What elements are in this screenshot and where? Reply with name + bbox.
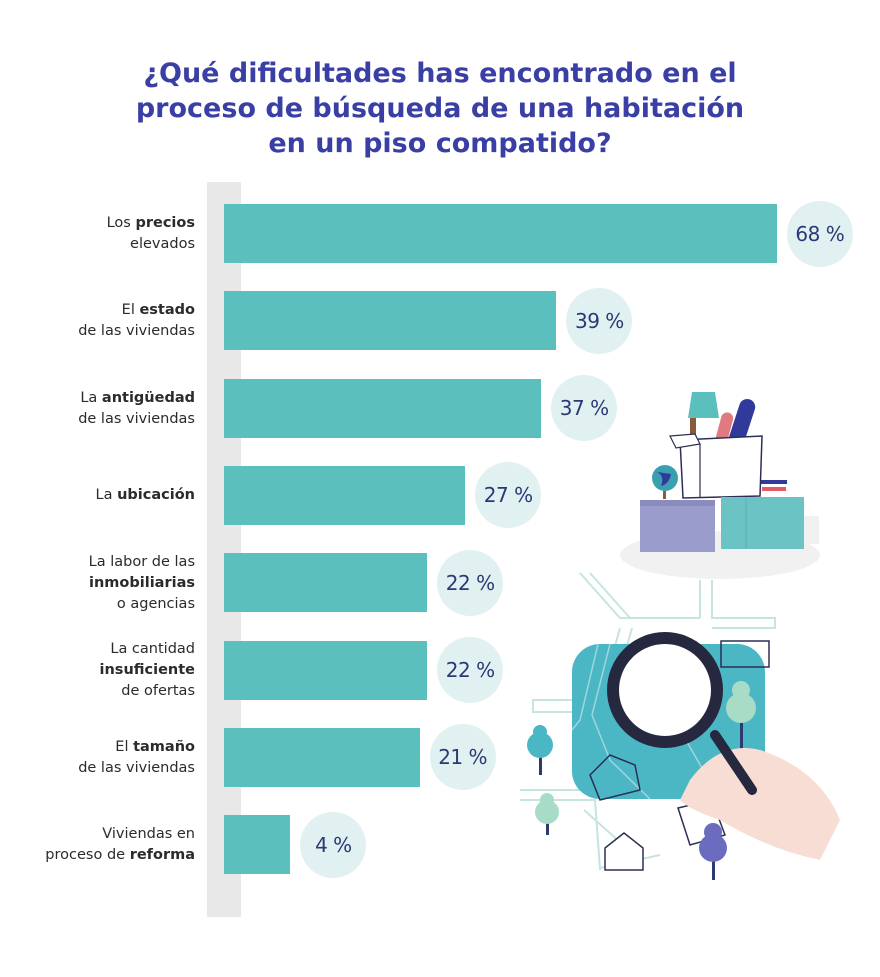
title-line: en un piso compatido? xyxy=(268,128,612,159)
tree-icon xyxy=(726,681,756,750)
category-label: La labor de las inmobiliarias o agencias xyxy=(5,553,195,613)
tree-icon xyxy=(527,725,553,775)
label-segment: La labor de las xyxy=(88,553,195,570)
bar xyxy=(224,291,557,351)
category-label-line: Viviendas en xyxy=(5,824,195,845)
category-label: La cantidad insuficiente de ofertas xyxy=(5,641,195,701)
label-segment: Los xyxy=(106,215,136,231)
map-magnifier-illustration xyxy=(520,572,840,880)
value-label: 39 % xyxy=(566,287,633,354)
category-label: Los precios elevados xyxy=(5,204,195,264)
label-segment: proceso de xyxy=(45,847,130,864)
bar xyxy=(224,204,777,263)
value-label: 37 % xyxy=(551,375,618,442)
bar xyxy=(224,815,291,875)
title-line: proceso de búsqueda de una habitación xyxy=(135,93,745,124)
category-label-line: La labor de las xyxy=(5,552,195,573)
category-label-line: insuficiente xyxy=(5,660,195,681)
label-segment: El xyxy=(121,302,140,319)
category-label: El tamaño de las viviendas xyxy=(5,728,195,788)
category-label-line: de las viviendas xyxy=(5,321,195,342)
category-label-line: de las viviendas xyxy=(5,409,195,430)
category-label-line: La antigüedad xyxy=(5,388,195,409)
category-label-line: de las viviendas xyxy=(5,758,195,779)
bar xyxy=(224,640,428,700)
label-segment: precios xyxy=(135,215,195,231)
bar xyxy=(224,727,420,787)
chart-title: ¿Qué dificultades has encontrado en el p… xyxy=(0,56,880,161)
label-segment: La cantidad xyxy=(110,641,195,657)
value-label: 27 % xyxy=(475,462,542,529)
value-label: 21 % xyxy=(429,724,496,791)
category-label: Viviendas en proceso de reforma xyxy=(5,815,195,875)
bar xyxy=(224,465,466,525)
label-segment: insuficiente xyxy=(99,662,195,678)
category-label-line: inmobiliarias xyxy=(5,573,195,594)
label-segment: reforma xyxy=(129,847,195,864)
label-segment: El xyxy=(115,738,134,755)
tree-icon xyxy=(535,793,559,835)
label-segment: tamaño xyxy=(133,738,195,755)
label-segment: de las viviendas xyxy=(78,323,195,340)
label-segment: antigüedad xyxy=(101,389,195,406)
label-segment: estado xyxy=(139,302,195,319)
label-segment: La xyxy=(80,389,102,406)
category-label-line: Los precios xyxy=(5,213,195,234)
category-label-line: El estado xyxy=(5,300,195,321)
label-segment: o agencias xyxy=(116,595,195,612)
label-segment: de ofertas xyxy=(121,683,195,699)
category-label-line: de ofertas xyxy=(5,681,195,702)
category-label-line: La cantidad xyxy=(5,639,195,660)
category-label-line: o agencias xyxy=(5,594,195,615)
label-segment: de las viviendas xyxy=(78,410,195,427)
moving-boxes-illustration xyxy=(620,392,820,579)
label-segment: inmobiliarias xyxy=(89,574,195,591)
category-label-line: El tamaño xyxy=(5,737,195,758)
category-label: La ubicación xyxy=(5,466,195,526)
category-label: El estado de las viviendas xyxy=(5,291,195,351)
value-label: 22 % xyxy=(437,637,504,703)
category-label: La antigüedad de las viviendas xyxy=(5,379,195,439)
category-label-line: proceso de reforma xyxy=(5,845,195,866)
label-segment: de las viviendas xyxy=(78,759,195,776)
label-segment: elevados xyxy=(130,236,195,252)
category-label-line: La ubicación xyxy=(5,485,195,506)
label-segment: ubicación xyxy=(117,487,195,504)
value-label: 22 % xyxy=(437,549,504,616)
label-segment: Viviendas en xyxy=(102,826,195,843)
title-line: ¿Qué dificultades has encontrado en el xyxy=(143,58,737,89)
value-label: 68 % xyxy=(786,200,853,267)
label-segment: La xyxy=(95,487,118,504)
tree-icon xyxy=(699,823,727,880)
bar xyxy=(224,378,542,438)
category-label-line: elevados xyxy=(5,234,195,255)
value-label: 4 % xyxy=(300,811,367,878)
bar xyxy=(224,553,428,613)
